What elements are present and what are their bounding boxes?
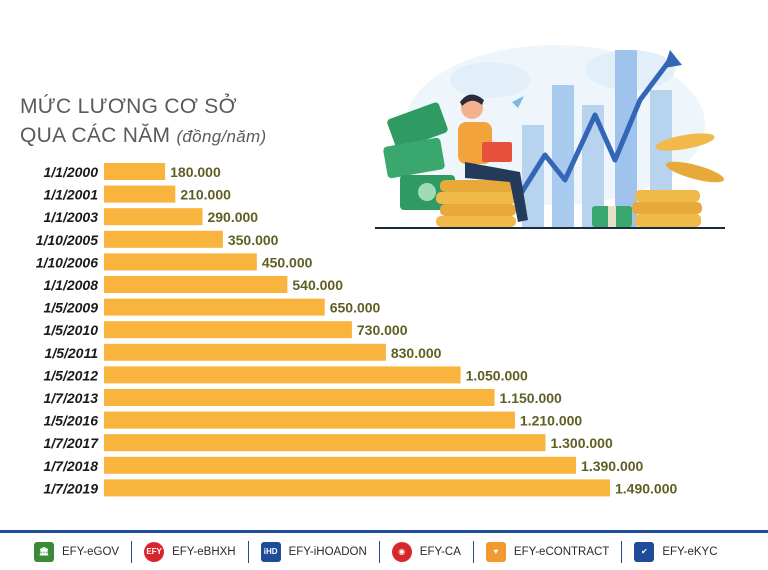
heart-icon: ♥	[485, 541, 506, 562]
category-label: 1/5/2009	[44, 300, 99, 316]
category-label: 1/10/2005	[36, 232, 98, 248]
brand-item: EFY EFY-eBHXH	[144, 541, 236, 562]
bar	[104, 366, 461, 384]
value-label: 1.210.000	[520, 413, 582, 429]
value-label: 450.000	[262, 254, 313, 270]
value-label: 1.300.000	[550, 435, 612, 451]
category-label: 1/1/2003	[44, 209, 99, 225]
value-label: 290.000	[207, 209, 258, 225]
value-label: 1.050.000	[466, 367, 528, 383]
bar	[104, 456, 577, 474]
brand-label: EFY-CA	[419, 545, 461, 558]
category-label: 1/7/2019	[44, 480, 99, 496]
brand-item: ✔ EFY-eKYC	[634, 541, 718, 562]
brand-label: EFY-eBHXH	[172, 545, 236, 558]
category-label: 1/5/2012	[44, 367, 99, 383]
bar	[104, 230, 223, 248]
title-unit: (đồng/năm)	[176, 127, 267, 146]
title-line-1: MỨC LƯƠNG CƠ SỞ	[20, 95, 237, 118]
category-label: 1/7/2013	[44, 390, 99, 406]
value-label: 730.000	[357, 322, 408, 338]
bar-chart: 1/1/2000 180.000 1/1/2001 210.000 1/1/2003 29…	[36, 163, 677, 497]
bar	[104, 185, 176, 203]
brand-label: EFY-eKYC	[662, 545, 718, 558]
brand-separator	[131, 540, 133, 563]
value-label: 180.000	[170, 164, 221, 180]
bar	[104, 434, 546, 452]
title-line-2-text: QUA CÁC NĂM	[20, 124, 171, 147]
brand-separator	[247, 540, 249, 563]
value-label: 650.000	[330, 300, 381, 316]
value-label: 1.490.000	[615, 480, 677, 496]
bar	[104, 163, 166, 180]
value-label: 1.150.000	[500, 390, 562, 406]
category-label: 1/1/2008	[44, 277, 99, 293]
value-label: 830.000	[391, 345, 442, 361]
bar	[104, 389, 495, 406]
brand-item: iHD EFY-iHOADON	[260, 541, 367, 562]
face-check-icon: ✔	[634, 541, 655, 562]
brand-label: EFY-iHOADON	[288, 545, 367, 558]
brand-item: ◉ EFY-CA	[391, 541, 461, 562]
value-label: 1.390.000	[581, 458, 643, 474]
brand-label: EFY-eGOV	[62, 545, 120, 558]
category-label: 1/7/2018	[44, 458, 99, 474]
category-label: 1/5/2010	[44, 322, 99, 338]
value-label: 210.000	[180, 187, 231, 203]
category-label: 1/10/2006	[36, 254, 98, 270]
bar	[104, 298, 325, 316]
category-label: 1/7/2017	[44, 435, 100, 451]
bar	[104, 343, 386, 361]
brand-separator	[378, 540, 380, 563]
efy-shield-icon: EFY	[144, 541, 165, 562]
brand-item: 🏛 EFY-eGOV	[34, 541, 120, 562]
bar	[104, 208, 203, 226]
bar	[104, 321, 352, 339]
title-line-2: QUA CÁC NĂM (đồng/năm)	[20, 121, 266, 151]
category-label: 1/1/2001	[44, 187, 99, 203]
category-label: 1/1/2000	[44, 164, 99, 180]
footer-brand-bar: 🏛 EFY-eGOV EFY EFY-eBHXH iHD EFY-iHOADON ◉ EFY-…	[0, 530, 768, 570]
ihd-icon: iHD	[260, 541, 281, 562]
bank-icon: 🏛	[34, 541, 54, 562]
ca-icon: ◉	[391, 541, 412, 562]
illustration-man-with-laptop-icon	[375, 45, 725, 229]
brand-item: ♥ EFY-eCONTRACT	[485, 541, 610, 562]
bar	[104, 276, 288, 293]
chart-title: MỨC LƯƠNG CƠ SỞ QUA CÁC NĂM (đồng/năm)	[20, 92, 266, 151]
category-label: 1/5/2016	[44, 413, 99, 429]
bar	[104, 411, 515, 429]
value-label: 350.000	[228, 232, 279, 248]
brand-separator	[472, 540, 474, 563]
brand-separator	[621, 540, 623, 563]
category-label: 1/5/2011	[45, 345, 99, 361]
bar	[104, 253, 257, 271]
brand-label: EFY-eCONTRACT	[513, 545, 610, 558]
bar	[104, 479, 610, 497]
value-label: 540.000	[292, 277, 343, 293]
